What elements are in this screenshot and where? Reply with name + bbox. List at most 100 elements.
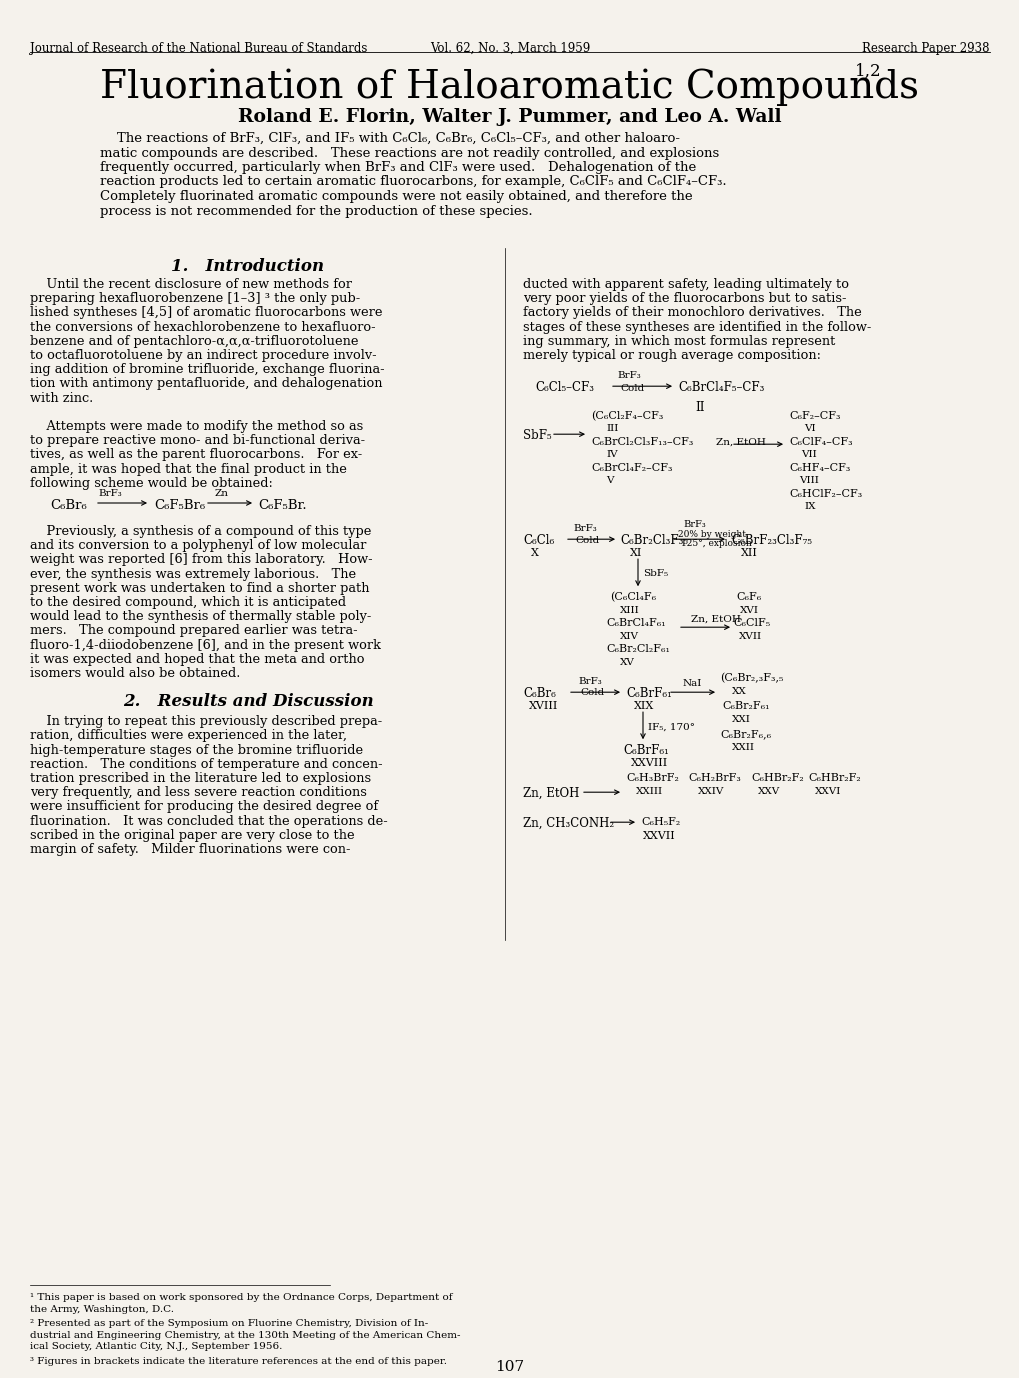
Text: ration, difficulties were experienced in the later,: ration, difficulties were experienced in… (30, 729, 346, 743)
Text: 1,2: 1,2 (854, 63, 880, 80)
Text: ever, the synthesis was extremely laborious.   The: ever, the synthesis was extremely labori… (30, 568, 356, 580)
Text: C₆HBr₂F₂: C₆HBr₂F₂ (750, 773, 803, 783)
Text: XIV: XIV (620, 633, 638, 641)
Text: Completely fluorinated aromatic compounds were not easily obtained, and therefor: Completely fluorinated aromatic compound… (100, 190, 692, 203)
Text: C₆Cl₆: C₆Cl₆ (523, 535, 553, 547)
Text: 20% by weight,: 20% by weight, (678, 531, 748, 539)
Text: Cold: Cold (575, 536, 599, 546)
Text: Cold: Cold (580, 688, 603, 697)
Text: C₆F₂–CF₃: C₆F₂–CF₃ (789, 411, 840, 422)
Text: C₆F₅Br₆: C₆F₅Br₆ (154, 499, 205, 513)
Text: C₆F₅Br.: C₆F₅Br. (258, 499, 307, 513)
Text: BrF₃: BrF₃ (616, 371, 640, 380)
Text: margin of safety.   Milder fluorinations were con-: margin of safety. Milder fluorinations w… (30, 843, 351, 856)
Text: C₆HBr₂F₂: C₆HBr₂F₂ (807, 773, 860, 783)
Text: 125°, explosion: 125°, explosion (681, 539, 751, 548)
Text: Attempts were made to modify the method so as: Attempts were made to modify the method … (30, 420, 363, 433)
Text: high-temperature stages of the bromine trifluoride: high-temperature stages of the bromine t… (30, 744, 363, 757)
Text: Cold: Cold (620, 384, 644, 393)
Text: Roland E. Florin, Walter J. Pummer, and Leo A. Wall: Roland E. Florin, Walter J. Pummer, and … (238, 107, 781, 125)
Text: XVII: XVII (739, 633, 761, 641)
Text: C₆BrCl₄F₅–CF₃: C₆BrCl₄F₅–CF₃ (678, 382, 763, 394)
Text: C₆ClF₅: C₆ClF₅ (733, 619, 769, 628)
Text: C₆Br₆: C₆Br₆ (523, 688, 555, 700)
Text: C₆BrCl₄F₆₁: C₆BrCl₄F₆₁ (605, 619, 665, 628)
Text: XXIV: XXIV (697, 787, 723, 796)
Text: IX: IX (803, 502, 815, 511)
Text: XII: XII (740, 548, 757, 558)
Text: SbF₅: SbF₅ (523, 429, 551, 442)
Text: XXVIII: XXVIII (631, 758, 667, 768)
Text: weight was reported [6] from this laboratory.   How-: weight was reported [6] from this labora… (30, 554, 372, 566)
Text: tion with antimony pentafluoride, and dehalogenation: tion with antimony pentafluoride, and de… (30, 378, 382, 390)
Text: Zn: Zn (215, 489, 229, 497)
Text: X: X (531, 548, 538, 558)
Text: IV: IV (605, 451, 618, 459)
Text: ample, it was hoped that the final product in the: ample, it was hoped that the final produ… (30, 463, 346, 475)
Text: merely typical or rough average composition:: merely typical or rough average composit… (523, 349, 820, 362)
Text: the conversions of hexachlorobenzene to hexafluoro-: the conversions of hexachlorobenzene to … (30, 321, 375, 333)
Text: were insufficient for producing the desired degree of: were insufficient for producing the desi… (30, 801, 378, 813)
Text: ing addition of bromine trifluoride, exchange fluorina-: ing addition of bromine trifluoride, exc… (30, 364, 384, 376)
Text: preparing hexafluorobenzene [1–3] ³ the only pub-: preparing hexafluorobenzene [1–3] ³ the … (30, 292, 360, 305)
Text: with zinc.: with zinc. (30, 391, 93, 405)
Text: C₆BrF₆₁: C₆BrF₆₁ (623, 744, 668, 757)
Text: tives, as well as the parent fluorocarbons.   For ex-: tives, as well as the parent fluorocarbo… (30, 448, 362, 462)
Text: matic compounds are described.   These reactions are not readily controlled, and: matic compounds are described. These rea… (100, 146, 718, 160)
Text: XV: XV (620, 659, 634, 667)
Text: XXVII: XXVII (642, 831, 675, 841)
Text: 1.   Introduction: 1. Introduction (171, 258, 324, 276)
Text: C₆H₃BrF₂: C₆H₃BrF₂ (626, 773, 679, 783)
Text: fluoro-1,4-diiodobenzene [6], and in the present work: fluoro-1,4-diiodobenzene [6], and in the… (30, 638, 380, 652)
Text: C₆BrCl₄F₂–CF₃: C₆BrCl₄F₂–CF₃ (590, 463, 672, 473)
Text: XI: XI (630, 548, 642, 558)
Text: benzene and of pentachloro-α,α,α-trifluorotoluene: benzene and of pentachloro-α,α,α-trifluo… (30, 335, 358, 347)
Text: following scheme would be obtained:: following scheme would be obtained: (30, 477, 273, 489)
Text: to octafluorotoluene by an indirect procedure involv-: to octafluorotoluene by an indirect proc… (30, 349, 376, 362)
Text: Previously, a synthesis of a compound of this type: Previously, a synthesis of a compound of… (30, 525, 371, 537)
Text: XXIII: XXIII (636, 787, 662, 796)
Text: it was expected and hoped that the meta and ortho: it was expected and hoped that the meta … (30, 653, 364, 666)
Text: II: II (694, 401, 704, 415)
Text: XIX: XIX (634, 701, 653, 711)
Text: frequently occurred, particularly when BrF₃ and ClF₃ were used.   Dehalogenation: frequently occurred, particularly when B… (100, 161, 696, 174)
Text: XXV: XXV (757, 787, 780, 796)
Text: BrF₃: BrF₃ (578, 677, 601, 686)
Text: XXII: XXII (732, 743, 754, 752)
Text: C₆ClF₄–CF₃: C₆ClF₄–CF₃ (789, 437, 852, 448)
Text: ing summary, in which most formulas represent: ing summary, in which most formulas repr… (523, 335, 835, 347)
Text: C₆Br₂F₆₁: C₆Br₂F₆₁ (721, 701, 768, 711)
Text: C₆F₆: C₆F₆ (736, 593, 760, 602)
Text: ¹ This paper is based on work sponsored by the Ordnance Corps, Department of: ¹ This paper is based on work sponsored … (30, 1293, 452, 1302)
Text: mers.   The compound prepared earlier was tetra-: mers. The compound prepared earlier was … (30, 624, 358, 638)
Text: XIII: XIII (620, 606, 639, 615)
Text: reaction products led to certain aromatic fluorocarbons, for example, C₆ClF₅ and: reaction products led to certain aromati… (100, 175, 726, 189)
Text: C₆Br₆: C₆Br₆ (50, 499, 87, 513)
Text: BrF₃: BrF₃ (683, 521, 705, 529)
Text: fluorination.   It was concluded that the operations de-: fluorination. It was concluded that the … (30, 814, 387, 828)
Text: Zn, EtOH: Zn, EtOH (690, 615, 740, 623)
Text: Until the recent disclosure of new methods for: Until the recent disclosure of new metho… (30, 278, 352, 291)
Text: process is not recommended for the production of these species.: process is not recommended for the produ… (100, 204, 532, 218)
Text: C₆BrCl₂Cl₃F₁₃–CF₃: C₆BrCl₂Cl₃F₁₃–CF₃ (590, 437, 693, 448)
Text: C₆H₅F₂: C₆H₅F₂ (640, 817, 680, 827)
Text: SbF₅: SbF₅ (642, 569, 667, 579)
Text: reaction.   The conditions of temperature and concen-: reaction. The conditions of temperature … (30, 758, 382, 770)
Text: Journal of Research of the National Bureau of Standards: Journal of Research of the National Bure… (30, 41, 367, 55)
Text: factory yields of their monochloro derivatives.   The: factory yields of their monochloro deriv… (523, 306, 861, 320)
Text: present work was undertaken to find a shorter path: present work was undertaken to find a sh… (30, 582, 369, 595)
Text: VI: VI (803, 424, 815, 433)
Text: Vol. 62, No. 3, March 1959: Vol. 62, No. 3, March 1959 (429, 41, 590, 55)
Text: would lead to the synthesis of thermally stable poly-: would lead to the synthesis of thermally… (30, 610, 371, 623)
Text: XX: XX (732, 688, 746, 696)
Text: and its conversion to a polyphenyl of low molecular: and its conversion to a polyphenyl of lo… (30, 539, 366, 553)
Text: very frequently, and less severe reaction conditions: very frequently, and less severe reactio… (30, 787, 367, 799)
Text: stages of these syntheses are identified in the follow-: stages of these syntheses are identified… (523, 321, 870, 333)
Text: dustrial and Engineering Chemistry, at the 130th Meeting of the American Chem-: dustrial and Engineering Chemistry, at t… (30, 1331, 460, 1339)
Text: The reactions of BrF₃, ClF₃, and IF₅ with C₆Cl₆, C₆Br₆, C₆Cl₅–CF₃, and other hal: The reactions of BrF₃, ClF₃, and IF₅ wit… (100, 132, 680, 145)
Text: ³ Figures in brackets indicate the literature references at the end of this pape: ³ Figures in brackets indicate the liter… (30, 1356, 446, 1366)
Text: the Army, Washington, D.C.: the Army, Washington, D.C. (30, 1305, 174, 1313)
Text: C₆Br₂Cl₂F₆₁: C₆Br₂Cl₂F₆₁ (605, 644, 669, 655)
Text: In trying to repeat this previously described prepa-: In trying to repeat this previously desc… (30, 715, 382, 728)
Text: XXI: XXI (732, 715, 750, 725)
